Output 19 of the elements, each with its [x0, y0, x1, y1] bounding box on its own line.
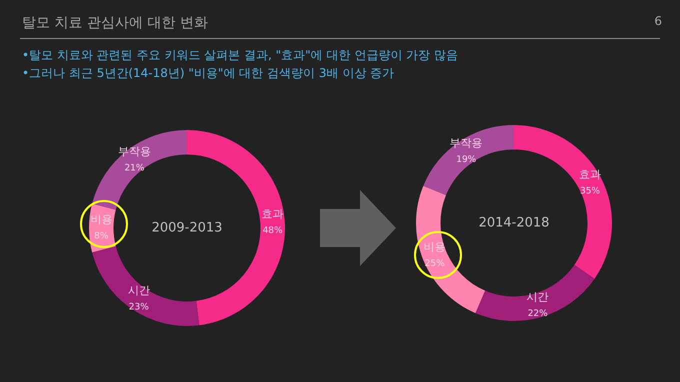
data-label: 23%	[128, 302, 150, 312]
data-label: 21%	[124, 164, 145, 174]
slice-label: 비용	[424, 240, 446, 254]
data-label: 25%	[424, 258, 446, 269]
data-label: 19%	[456, 155, 477, 166]
slice-label: 효과	[262, 207, 284, 220]
text: •탈모 치료와 관련된 주요 키워드 살펴본 결과, "효과"에 대한 언급량이 가장 많음	[22, 47, 458, 64]
slice-label: 비용	[90, 212, 112, 226]
slice-label: 시간	[526, 290, 549, 304]
data-label: 8%	[94, 231, 109, 242]
data-label: 48%	[262, 226, 284, 236]
text: 2009-2013	[152, 220, 222, 236]
text: •그러나 최근 5년간(14-18년) "비용"에 대한 검색량이 3배 이상 증가	[22, 65, 396, 82]
slice-label: 시간	[128, 284, 150, 297]
text: 탈모 치료 관심사에 대한 변화	[22, 14, 208, 32]
text: 6	[654, 14, 662, 28]
data-label: 22%	[528, 308, 548, 319]
text: 2014-2018	[478, 215, 550, 230]
data-label: 35%	[580, 186, 600, 197]
